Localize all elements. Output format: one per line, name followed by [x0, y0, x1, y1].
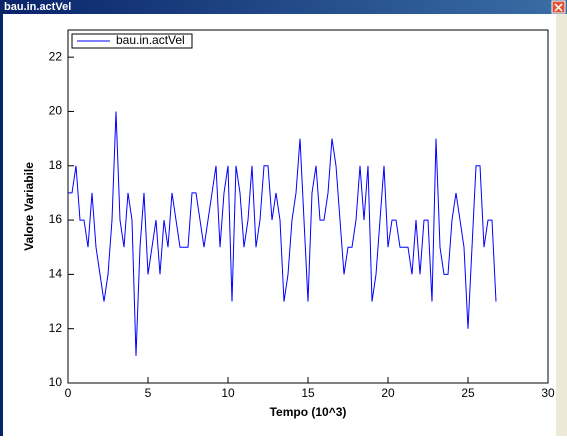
y-tick-label: 18 — [49, 158, 63, 172]
y-tick-label: 14 — [49, 267, 63, 281]
y-tick-label: 22 — [49, 49, 63, 63]
x-axis-label: Tempo (10^3) — [270, 405, 347, 419]
x-tick-label: 5 — [145, 386, 152, 400]
legend-box — [71, 33, 193, 49]
x-tick-label: 25 — [461, 386, 475, 400]
x-tick-label: 20 — [381, 386, 395, 400]
x-tick-label: 15 — [301, 386, 315, 400]
y-axis-label: Valore Variabile — [22, 162, 36, 251]
x-tick-label: 0 — [65, 386, 72, 400]
window-border — [0, 14, 3, 436]
x-tick-label: 10 — [221, 386, 235, 400]
y-tick-label: 20 — [49, 104, 63, 118]
x-tick-label: 30 — [541, 386, 555, 400]
y-tick-label: 10 — [49, 375, 63, 389]
y-tick-label: 16 — [49, 212, 63, 226]
legend: bau.in.actVel — [71, 33, 193, 49]
close-icon[interactable] — [554, 3, 563, 12]
window-title: bau.in.actVel — [4, 1, 71, 13]
data-line — [68, 111, 497, 356]
window-edge — [556, 14, 567, 436]
title-bar — [0, 0, 567, 14]
y-tick-label: 12 — [49, 321, 63, 335]
legend-label: bau.in.actVel — [116, 33, 185, 47]
close-button[interactable] — [551, 0, 566, 14]
